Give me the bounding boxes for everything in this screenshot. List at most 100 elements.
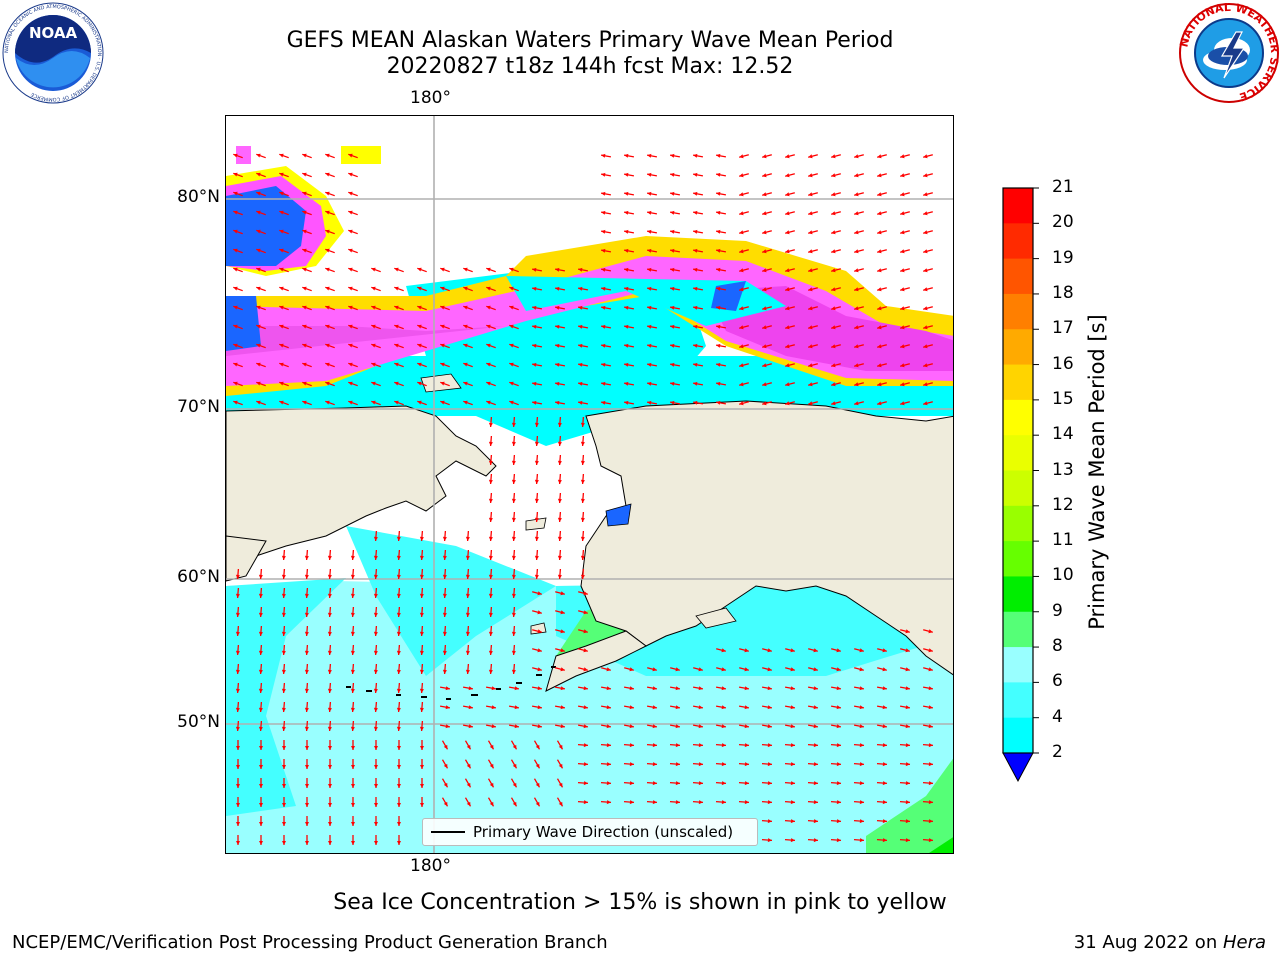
wave-arrow-head <box>489 782 494 788</box>
wave-arrow-head <box>279 286 284 291</box>
wave-arrow-head <box>808 173 813 178</box>
wave-arrow-head <box>374 746 378 750</box>
wave-arrow-head <box>739 192 744 197</box>
wave-arrow-head <box>560 686 565 691</box>
wave-arrow-head <box>601 267 606 272</box>
wave-arrow-head <box>327 593 332 598</box>
wave-arrow-head <box>305 746 309 750</box>
wave-arrow-head <box>767 800 772 805</box>
wave-arrow-head <box>923 401 928 406</box>
wave-arrow-head <box>877 192 882 197</box>
wave-arrow-head <box>854 249 859 254</box>
wave-arrow-head <box>583 705 588 710</box>
wave-arrow-head <box>578 381 583 386</box>
wave-arrow-head <box>419 593 424 598</box>
colorbar-segment <box>1003 364 1033 401</box>
wave-arrow-head <box>580 498 585 503</box>
wave-arrow-head <box>373 669 378 674</box>
wave-arrow-head <box>440 400 445 405</box>
wave-arrow-head <box>328 803 332 807</box>
wave-arrow-head <box>785 382 790 387</box>
wave-arrow-head <box>555 286 560 291</box>
colorbar-segment <box>1003 576 1033 613</box>
wave-arrow-head <box>854 211 859 216</box>
wave-arrow-head <box>808 249 813 254</box>
wave-arrow-head <box>647 248 652 253</box>
wave-arrow-head <box>532 362 537 367</box>
wave-arrow-head <box>629 705 634 710</box>
wave-arrow-head <box>489 763 494 769</box>
wave-arrow-head <box>836 743 841 748</box>
wave-arrow-head <box>350 612 355 617</box>
colorbar-segment <box>1003 399 1033 436</box>
wave-arrow-head <box>698 781 703 786</box>
wave-arrow-head <box>371 381 376 386</box>
wave-arrow-head <box>463 286 468 291</box>
wave-arrow-head <box>396 688 401 693</box>
colorbar-tick-label: 2 <box>1052 742 1063 762</box>
wave-arrow-head <box>558 801 563 807</box>
wave-arrow-head <box>325 210 330 215</box>
wave-arrow-head <box>511 498 516 503</box>
wave-arrow-head <box>486 305 491 310</box>
wave-arrow-head <box>258 669 263 674</box>
colorbar-frame <box>1002 187 1034 754</box>
wave-arrow-head <box>560 724 565 729</box>
wave-arrow-head <box>258 726 263 731</box>
wave-arrow-head <box>488 422 493 427</box>
wave-arrow-head <box>923 287 928 292</box>
wave-arrow-head <box>739 325 744 330</box>
wave-arrow-head <box>373 650 378 655</box>
wave-arrow-head <box>721 743 726 748</box>
wave-period-map <box>225 115 954 854</box>
wave-arrow-head <box>744 724 749 729</box>
wave-arrow-head <box>624 153 629 158</box>
wave-arrow-head <box>532 400 537 405</box>
land-kodiak <box>695 607 737 629</box>
wave-arrow-head <box>647 362 652 367</box>
colorbar-segment <box>1003 611 1033 648</box>
wave-arrow-head <box>578 343 583 348</box>
wave-arrow-head <box>808 287 813 292</box>
wave-arrow-head <box>465 612 470 617</box>
wave-arrow-head <box>304 707 309 712</box>
wave-arrow-head <box>396 612 401 617</box>
wave-arrow-head <box>327 574 332 579</box>
wave-arrow-head <box>928 686 933 691</box>
wave-arrow-head <box>900 401 905 406</box>
land-kamchatka <box>226 535 267 582</box>
wave-arrow-head <box>394 267 399 272</box>
wave-arrow-head <box>813 648 818 653</box>
wave-arrow-head <box>511 612 516 617</box>
wave-arrow-head <box>854 268 859 273</box>
wave-arrow-head <box>259 803 263 807</box>
wave-arrow-head <box>233 172 238 177</box>
wave-arrow-head <box>854 363 859 368</box>
wave-arrow-head <box>396 574 401 579</box>
wave-arrow-head <box>509 362 514 367</box>
wave-arrow-head <box>606 705 611 710</box>
wave-arrow-head <box>647 172 652 177</box>
wave-arrow-head <box>350 707 355 712</box>
wave-arrow-head <box>767 781 772 786</box>
wave-arrow-head <box>647 305 652 310</box>
wave-arrow-head <box>808 268 813 273</box>
colorbar-tick-label: 10 <box>1052 565 1074 586</box>
wave-arrow-head <box>281 574 286 579</box>
wave-arrow-head <box>624 229 629 234</box>
wave-arrow-head <box>440 362 445 367</box>
wave-arrow-head <box>350 593 355 598</box>
wave-arrow-head <box>836 724 841 729</box>
wave-arrow-head <box>256 210 261 215</box>
wave-arrow-head <box>488 574 493 579</box>
wave-arrow-head <box>373 593 378 598</box>
wave-arrow-head <box>859 648 864 653</box>
wave-arrow-head <box>327 707 332 712</box>
wave-arrow-head <box>767 724 772 729</box>
wave-arrow-head <box>373 574 378 579</box>
wave-arrow-head <box>882 762 887 767</box>
colorbar-segment <box>1003 293 1033 330</box>
wave-arrow-head <box>509 343 514 348</box>
wave-arrow-head <box>235 650 240 655</box>
wave-arrow-head <box>396 536 401 541</box>
